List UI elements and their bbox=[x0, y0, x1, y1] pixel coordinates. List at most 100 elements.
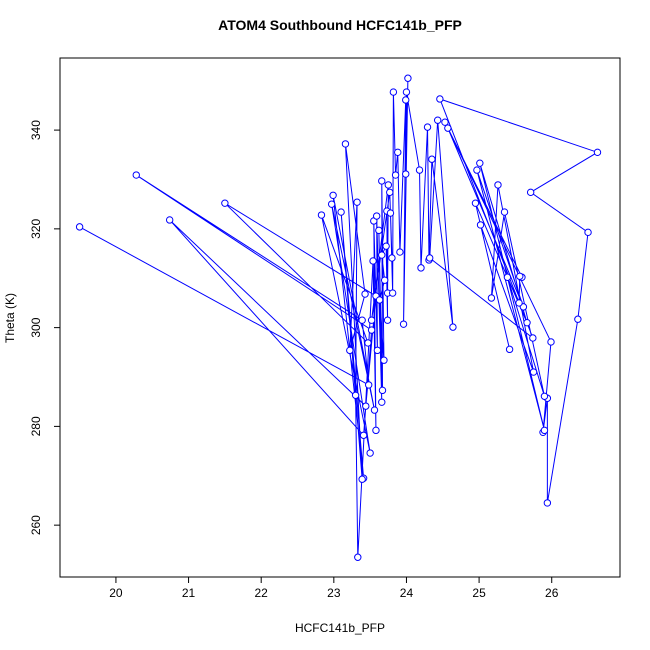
data-point bbox=[428, 155, 436, 163]
data-point bbox=[417, 264, 425, 272]
data-point bbox=[433, 116, 442, 124]
data-point bbox=[441, 118, 449, 126]
data-point bbox=[364, 339, 372, 347]
data-point bbox=[402, 88, 411, 96]
data-point bbox=[415, 166, 424, 174]
x-tick-label: 20 bbox=[109, 586, 123, 600]
data-point bbox=[503, 273, 512, 281]
y-tick-label: 280 bbox=[29, 416, 43, 436]
data-point bbox=[165, 216, 174, 224]
data-point bbox=[383, 316, 392, 324]
data-point bbox=[404, 74, 412, 82]
data-point bbox=[396, 248, 404, 256]
data-point bbox=[366, 449, 374, 457]
data-point bbox=[380, 276, 389, 284]
y-tick-label: 300 bbox=[29, 317, 43, 337]
data-point bbox=[378, 177, 386, 185]
data-point bbox=[471, 199, 480, 207]
data-point bbox=[367, 316, 376, 324]
x-tick-label: 23 bbox=[327, 586, 341, 600]
data-point bbox=[386, 188, 394, 197]
data-point bbox=[327, 200, 336, 208]
data-point bbox=[341, 140, 350, 148]
data-point bbox=[399, 320, 408, 328]
data-point bbox=[358, 475, 366, 483]
data-point bbox=[444, 124, 452, 132]
data-point bbox=[382, 242, 390, 250]
y-tick-label: 320 bbox=[29, 219, 43, 239]
data-point bbox=[574, 315, 582, 323]
data-point bbox=[436, 95, 444, 103]
x-tick-label: 21 bbox=[182, 586, 196, 600]
data-point bbox=[505, 345, 514, 354]
data-point bbox=[389, 88, 398, 96]
data-point bbox=[337, 208, 345, 216]
chart-title: ATOM4 Southbound HCFC141b_PFP bbox=[218, 17, 462, 33]
data-point bbox=[329, 191, 337, 199]
data-point bbox=[516, 272, 524, 280]
data-point bbox=[373, 346, 382, 355]
data-point bbox=[367, 326, 376, 334]
data-point bbox=[75, 223, 84, 231]
data-point bbox=[449, 323, 457, 331]
data-point bbox=[386, 209, 395, 217]
data-point bbox=[529, 368, 538, 376]
data-point bbox=[384, 181, 393, 189]
data-point bbox=[473, 166, 481, 174]
data-point bbox=[359, 431, 368, 439]
data-point bbox=[391, 171, 400, 179]
data-point bbox=[132, 171, 140, 179]
data-point bbox=[526, 188, 535, 197]
data-point bbox=[476, 221, 485, 229]
data-point bbox=[372, 212, 381, 220]
data-point bbox=[423, 123, 432, 131]
data-point bbox=[370, 406, 379, 414]
data-point bbox=[540, 426, 549, 435]
y-tick-label: 260 bbox=[29, 515, 43, 535]
data-point bbox=[353, 198, 361, 206]
data-point bbox=[378, 398, 386, 406]
data-point bbox=[426, 254, 434, 262]
data-point bbox=[358, 316, 366, 324]
data-point bbox=[380, 356, 388, 364]
data-point bbox=[388, 289, 397, 297]
data-point bbox=[369, 257, 377, 265]
data-point bbox=[402, 170, 410, 178]
data-point bbox=[375, 226, 383, 235]
data-point bbox=[372, 426, 380, 435]
data-point bbox=[529, 334, 537, 342]
plot-frame bbox=[59, 57, 621, 578]
data-point bbox=[500, 208, 509, 216]
y-axis-label: Theta (K) bbox=[3, 293, 17, 343]
data-point bbox=[361, 290, 369, 298]
data-point bbox=[354, 553, 362, 561]
data-point bbox=[540, 392, 549, 400]
data-point bbox=[476, 159, 484, 167]
data-point bbox=[351, 391, 360, 399]
data-point bbox=[402, 96, 410, 104]
data-point bbox=[543, 499, 552, 507]
data-point bbox=[364, 381, 373, 389]
data-point bbox=[394, 148, 402, 157]
data-point bbox=[547, 338, 555, 346]
x-tick-label: 26 bbox=[545, 586, 559, 600]
data-point bbox=[378, 251, 386, 259]
x-tick-label: 25 bbox=[472, 586, 486, 600]
data-point bbox=[346, 346, 354, 355]
data-point bbox=[378, 386, 387, 395]
data-point bbox=[317, 211, 326, 219]
data-point bbox=[593, 148, 602, 157]
data-point bbox=[362, 402, 370, 410]
data-point bbox=[523, 318, 531, 327]
data-point bbox=[375, 296, 384, 304]
y-tick-label: 340 bbox=[29, 120, 43, 140]
data-point bbox=[494, 181, 502, 189]
x-tick-label: 22 bbox=[255, 586, 269, 600]
data-point bbox=[487, 294, 496, 302]
x-axis-label: HCFC141b_PFP bbox=[295, 621, 385, 635]
series-line bbox=[79, 78, 599, 558]
x-tick-label: 24 bbox=[400, 586, 414, 600]
data-point bbox=[515, 299, 523, 307]
